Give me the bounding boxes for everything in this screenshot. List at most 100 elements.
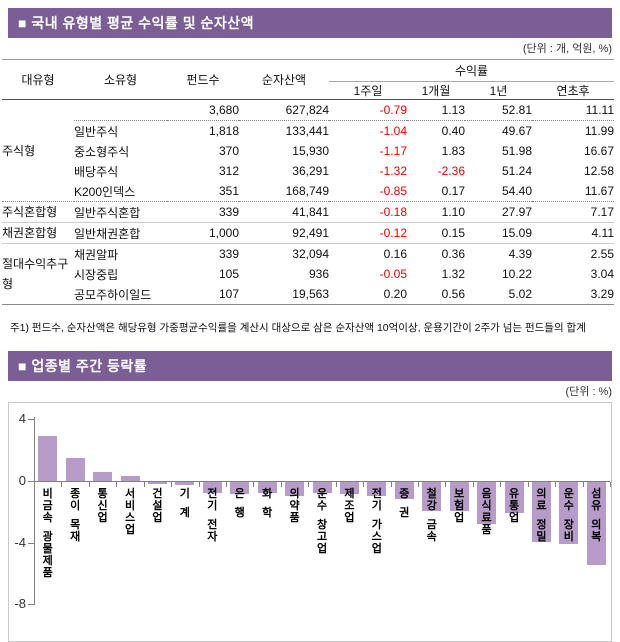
section2-unit-label: (단위 : %): [565, 386, 612, 398]
cell-return-ytd: 3.29: [590, 287, 614, 301]
cell-fund-count: 351: [167, 181, 239, 202]
cell-sub-type: 채권알파: [74, 247, 119, 262]
cell-fund-count: 312: [218, 164, 239, 178]
col-header-return-group: 수익률: [329, 59, 614, 82]
cell-sub-type: [74, 99, 167, 121]
section1-title: ■ 국내 유형별 평균 수익률 및 순자산액: [18, 15, 254, 31]
section2-title-bar: ■ 업종별 주간 등락률: [8, 351, 612, 381]
x-axis-tick: [527, 482, 529, 487]
cell-return-1year: 51.24: [501, 164, 532, 178]
cell-net-assets: 936: [308, 267, 329, 281]
cell-return-1month: 1.10: [407, 201, 465, 223]
cell-net-assets: 36,291: [292, 164, 329, 178]
chart-bar: [93, 471, 113, 481]
cell-return-1week: 0.16: [383, 247, 407, 261]
cell-sub-type: 일반주식혼합: [74, 201, 167, 223]
table-row: K200인덱스 351 168,749 -0.85 0.17 54.40 11.67: [2, 181, 614, 202]
cell-return-1month: 0.36: [441, 247, 465, 261]
x-axis-tick: [253, 482, 255, 487]
cell-sub-type: K200인덱스: [74, 181, 167, 202]
x-axis-tick: [418, 482, 419, 487]
table-row: 절대수익추구형 채권알파 339 32,094 0.16 0.36 4.39 2.55: [2, 244, 614, 291]
cell-return-1year: 49.67: [501, 124, 532, 138]
cell-sub-type: 배당주식: [74, 164, 119, 179]
cell-net-assets: 19,563: [292, 287, 329, 301]
x-axis-tick: [143, 482, 145, 487]
cell-return-1year: 51.98: [501, 144, 532, 158]
cell-return-ytd: 11.67: [532, 181, 614, 202]
cell-return-1week: -0.05: [379, 267, 407, 281]
cell-return-1month: 1.83: [441, 144, 465, 158]
cell-fund-count: 370: [218, 144, 239, 158]
table-row: 일반주식 1,818 133,441 -1.04 0.40 49.67 11.99: [2, 121, 614, 142]
section1-title-bar: ■ 국내 유형별 평균 수익률 및 순자산액: [8, 8, 612, 38]
x-axis-tick: [472, 482, 474, 487]
cell-return-1week: -0.12: [329, 222, 407, 244]
cell-return-1month: 1.32: [441, 267, 465, 281]
industry-weekly-change-chart: 4 0 -4 -8 비 금 속 광 물 제 품 종 이 목 재 통 신 업 서 비 스 업 건 설 업 기 계 전 기 전 자 은 행 화 학 의 약 품…: [8, 402, 612, 642]
x-axis-tick: [88, 482, 90, 487]
x-axis-tick: [198, 482, 200, 487]
cell-return-ytd: 2.55: [590, 247, 614, 261]
chart-bar: [285, 482, 305, 496]
cell-return-1week: -0.79: [329, 99, 407, 121]
x-axis-tick: [34, 482, 35, 487]
x-axis-tick: [363, 482, 365, 487]
cell-return-ytd: 7.17: [532, 201, 614, 223]
cell-return-1week: -1.04: [379, 124, 407, 138]
cell-return-1month: 0.56: [441, 287, 465, 301]
chart-bar: [175, 482, 195, 486]
table-footnote: 주1) 펀드수, 순자산액은 해당유형 가중평균수익률을 계산시 대상으로 삼은…: [10, 322, 586, 334]
x-axis-tick: [445, 482, 447, 487]
cell-net-assets: 133,441: [285, 124, 329, 138]
x-axis-tick: [61, 482, 63, 487]
cell-sub-type: 시장중립: [74, 267, 119, 282]
table-header-row-1: 대유형 소유형 펀드수 순자산액 수익률: [2, 59, 614, 87]
cell-fund-count: 3,680: [167, 99, 239, 121]
chart-bar: [559, 482, 579, 544]
chart-bar: [531, 482, 551, 543]
col-header-1week: 1주일: [353, 84, 383, 98]
cell-net-assets: 32,094: [292, 247, 329, 261]
cell-return-1month: -2.36: [437, 164, 465, 178]
cell-fund-count: 107: [218, 287, 239, 301]
x-axis-tick: [226, 482, 227, 487]
table-row: 주식혼합형 일반주식혼합 339 41,841 -0.18 1.10 27.97 7.17: [2, 201, 614, 223]
cell-sub-type: 일반채권혼합: [74, 222, 167, 244]
chart-bar: [586, 482, 606, 566]
table-row: 주식형 3,680 627,824 -0.79 1.13 52.81 11.11: [2, 99, 614, 202]
chart-bar: [65, 457, 85, 481]
chart-bar: [120, 476, 140, 481]
x-axis-tick: [390, 482, 392, 487]
chart-bar: [257, 482, 277, 493]
y-axis-line: [34, 417, 35, 605]
cell-return-1year: 15.09: [465, 222, 532, 244]
cell-return-1month: 1.13: [407, 99, 465, 121]
cell-return-1year: 4.39: [508, 247, 532, 261]
chart-bar: [339, 482, 359, 495]
x-axis-tick: [610, 482, 611, 487]
table-row: 배당주식 312 36,291 -1.32 -2.36 51.24 12.58: [2, 161, 614, 181]
cell-net-assets: 15,930: [292, 144, 329, 158]
section1-unit-label: (단위 : 개, 억원, %): [522, 43, 612, 55]
chart-bar: [449, 482, 469, 512]
table-row: 중소형주식 370 15,930 -1.17 1.83 51.98 16.67: [2, 141, 614, 161]
cell-net-assets: 41,841: [239, 201, 329, 223]
chart-bar: [394, 482, 414, 499]
cell-return-ytd: 12.58: [583, 164, 614, 178]
x-axis-tick: [335, 482, 337, 487]
y-axis-tick-label: -4: [14, 534, 26, 550]
cell-return-1year: 5.02: [508, 287, 532, 301]
